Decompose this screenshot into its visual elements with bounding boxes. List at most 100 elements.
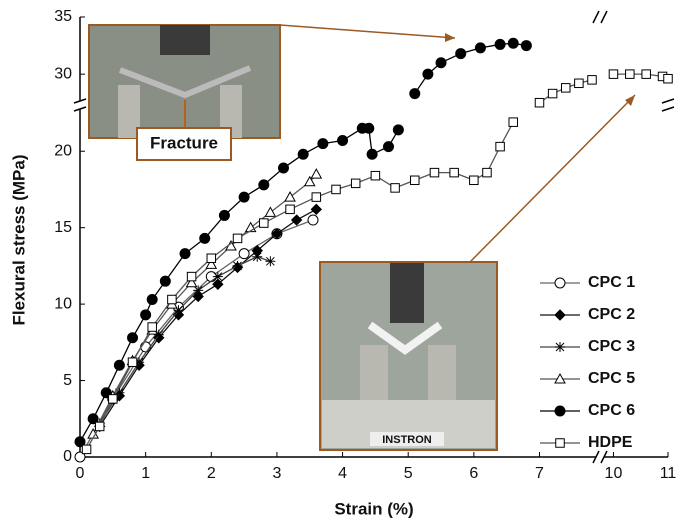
marker: [664, 74, 673, 83]
marker: [384, 142, 394, 152]
axis-break: [662, 107, 674, 111]
legend-marker: [555, 278, 565, 288]
chart: Strain (%) Flexural stress (MPa) Fractur…: [0, 0, 685, 523]
marker: [371, 171, 380, 180]
y-tick-label: 15: [54, 219, 72, 236]
marker: [470, 176, 479, 185]
marker: [259, 180, 269, 190]
marker: [233, 261, 243, 271]
legend-label: CPC 2: [588, 306, 635, 323]
marker: [109, 395, 118, 404]
marker: [588, 76, 597, 85]
marker: [535, 98, 544, 107]
y-tick-label: 35: [54, 8, 72, 25]
marker: [483, 168, 492, 177]
marker: [311, 204, 321, 214]
axis-break: [601, 11, 607, 23]
marker: [82, 445, 91, 454]
marker: [286, 205, 295, 214]
marker: [219, 210, 229, 220]
marker: [187, 272, 196, 281]
marker: [364, 123, 374, 133]
series-line: [100, 257, 271, 424]
x-tick-label: 7: [535, 465, 544, 482]
marker: [200, 233, 210, 243]
legend-marker: [555, 406, 565, 416]
marker: [168, 295, 177, 304]
marker: [423, 69, 433, 79]
y-tick-label: 10: [54, 295, 72, 312]
legend-marker: [555, 342, 565, 352]
legend-label: CPC 1: [588, 274, 635, 291]
marker: [260, 219, 269, 228]
legend-marker: [555, 310, 565, 320]
marker: [128, 358, 137, 367]
marker: [239, 192, 249, 202]
marker: [312, 193, 321, 202]
marker: [436, 58, 446, 68]
y-tick-label: 0: [63, 448, 72, 465]
y-axis-label: Flexural stress (MPa): [9, 154, 28, 325]
marker: [265, 207, 275, 216]
x-tick-label: 2: [207, 465, 216, 482]
marker: [213, 272, 223, 282]
marker: [114, 360, 124, 370]
legend-label: CPC 3: [588, 338, 635, 355]
marker: [265, 256, 275, 266]
x-tick-label: 0: [76, 465, 85, 482]
marker: [410, 89, 420, 99]
inset-photo: [89, 25, 455, 160]
inset-photo: [320, 95, 635, 450]
marker: [430, 168, 439, 177]
marker: [411, 176, 420, 185]
x-tick-label: 3: [272, 465, 281, 482]
marker: [311, 169, 321, 178]
marker: [95, 422, 104, 431]
marker: [252, 252, 262, 262]
marker: [626, 70, 635, 79]
marker: [450, 168, 459, 177]
marker: [609, 70, 618, 79]
legend-label: CPC 5: [588, 370, 635, 387]
marker: [338, 136, 348, 146]
marker: [575, 79, 584, 88]
legend-marker: [556, 439, 565, 448]
axis-break: [662, 99, 674, 103]
marker: [393, 125, 403, 135]
marker: [160, 276, 170, 286]
marker: [141, 310, 151, 320]
marker: [391, 184, 400, 193]
marker: [233, 234, 242, 243]
legend-label: CPC 6: [588, 402, 635, 419]
marker: [508, 38, 518, 48]
marker: [298, 149, 308, 159]
marker: [509, 118, 518, 127]
marker: [642, 70, 651, 79]
legend-label: HDPE: [588, 434, 633, 451]
annotation: INSTRON: [382, 434, 432, 446]
marker: [278, 163, 288, 173]
marker: [495, 39, 505, 49]
y-tick-label: 5: [63, 372, 72, 389]
marker: [308, 215, 318, 225]
marker: [292, 215, 302, 225]
x-tick-label: 5: [404, 465, 413, 482]
marker: [561, 84, 570, 93]
marker: [318, 139, 328, 149]
axis-break: [593, 11, 599, 23]
marker: [207, 254, 216, 263]
x-tick-label: 4: [338, 465, 347, 482]
x-tick-label: 1: [141, 465, 150, 482]
x-tick-label: 10: [605, 465, 623, 482]
annotation: Fracture: [150, 133, 218, 152]
marker: [332, 185, 341, 194]
marker: [548, 89, 557, 98]
marker: [367, 149, 377, 159]
marker: [180, 249, 190, 259]
x-tick-label: 6: [469, 465, 478, 482]
x-axis-label: Strain (%): [334, 499, 413, 518]
x-tick-label: 11: [660, 465, 677, 482]
marker: [521, 41, 531, 51]
marker: [128, 333, 138, 343]
marker: [239, 249, 249, 259]
